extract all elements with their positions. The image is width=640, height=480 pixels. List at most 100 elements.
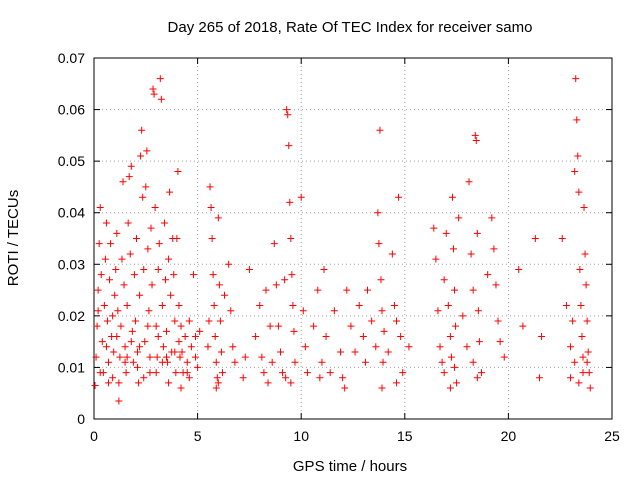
data-point <box>96 369 104 377</box>
data-point <box>372 343 380 351</box>
data-point <box>115 379 123 387</box>
data-point <box>440 276 448 284</box>
data-point <box>173 235 181 242</box>
data-point <box>142 183 150 191</box>
data-point <box>146 353 154 361</box>
data-point <box>94 307 102 315</box>
data-point <box>475 338 483 346</box>
data-point <box>154 265 162 273</box>
data-point <box>449 245 457 253</box>
data-point <box>112 265 120 273</box>
data-point <box>140 265 148 273</box>
data-point <box>171 317 179 325</box>
data-point <box>102 219 110 227</box>
data-point <box>496 338 504 346</box>
data-point <box>163 327 171 335</box>
data-point <box>490 245 498 253</box>
data-point <box>192 353 200 361</box>
data-point <box>118 255 126 263</box>
data-point <box>446 332 454 340</box>
data-point <box>452 322 460 330</box>
data-point <box>185 317 193 325</box>
data-point <box>488 214 496 222</box>
data-point <box>227 307 235 315</box>
data-point <box>121 358 129 366</box>
chart-title: Day 265 of 2018, Rate Of TEC Index for r… <box>168 19 533 36</box>
data-point <box>158 358 166 366</box>
data-point <box>284 111 292 119</box>
data-point <box>291 358 299 366</box>
data-point <box>535 374 543 382</box>
data-point <box>177 384 185 392</box>
data-point <box>287 379 295 387</box>
data-point <box>165 379 173 387</box>
data-point <box>473 374 481 382</box>
data-point <box>572 75 580 83</box>
data-point <box>241 353 249 361</box>
data-point <box>393 379 401 387</box>
data-point <box>172 369 180 377</box>
data-point <box>138 126 146 134</box>
data-point <box>405 343 413 351</box>
data-point <box>125 173 133 181</box>
y-tick-label: 0.05 <box>58 153 85 169</box>
data-point <box>208 235 216 242</box>
data-point <box>206 183 214 191</box>
data-point <box>157 95 165 103</box>
data-point <box>379 358 387 366</box>
data-point <box>148 281 156 289</box>
data-point <box>212 358 220 366</box>
y-tick-label: 0.03 <box>58 256 85 272</box>
x-tick-label: 0 <box>90 428 98 444</box>
data-point <box>341 384 349 392</box>
data-point <box>137 152 145 160</box>
data-point <box>359 332 367 340</box>
x-tick-label: 15 <box>397 428 413 444</box>
data-point <box>580 204 588 212</box>
data-point <box>98 338 106 346</box>
data-point <box>143 147 151 155</box>
data-point <box>205 317 213 325</box>
data-point <box>494 317 502 325</box>
data-point <box>119 178 127 186</box>
data-point <box>469 286 477 294</box>
data-point <box>163 353 171 361</box>
data-point <box>113 332 121 340</box>
data-point <box>181 332 189 340</box>
data-point <box>136 291 144 299</box>
y-tick-label: 0.06 <box>58 102 85 118</box>
data-point <box>171 348 179 356</box>
data-point <box>573 116 581 124</box>
data-point <box>471 131 479 139</box>
data-point <box>314 286 322 294</box>
data-point <box>94 286 102 294</box>
data-point <box>364 286 372 294</box>
data-point <box>469 358 477 366</box>
data-point <box>225 260 233 268</box>
data-point <box>105 379 113 387</box>
data-point <box>183 358 191 366</box>
data-point <box>146 369 154 377</box>
data-point <box>473 229 481 237</box>
data-point <box>361 358 369 366</box>
data-point <box>579 369 587 377</box>
data-point <box>492 281 500 289</box>
data-point <box>289 302 297 310</box>
data-point <box>252 332 260 340</box>
data-point <box>151 204 159 212</box>
data-point <box>134 348 142 356</box>
data-point <box>465 178 473 186</box>
data-point <box>91 381 99 389</box>
y-tick-label: 0.04 <box>58 205 85 221</box>
data-point <box>290 327 298 335</box>
data-point <box>192 332 200 340</box>
data-point <box>176 353 184 361</box>
data-point <box>239 374 247 382</box>
data-point <box>378 307 386 315</box>
data-point <box>109 374 117 382</box>
data-point <box>434 307 442 315</box>
data-point <box>114 307 122 315</box>
data-point <box>194 363 202 371</box>
data-point <box>318 358 326 366</box>
data-point <box>378 384 386 392</box>
